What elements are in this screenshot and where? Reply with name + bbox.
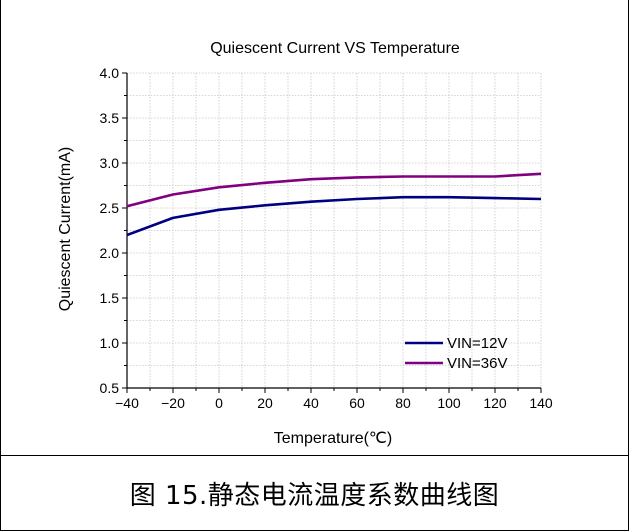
series-lines: [126, 172, 542, 237]
y-tick-label: 2.0: [100, 245, 120, 261]
x-tick-label: 140: [529, 395, 553, 411]
x-tick-label: −20: [161, 395, 185, 411]
x-tick-label: 0: [215, 395, 223, 411]
y-axis-label: Quiescent Current(mA): [57, 147, 74, 312]
y-tick-label: 1.5: [100, 290, 120, 306]
y-tick-label: 3.5: [100, 110, 120, 126]
series-line-2: [126, 172, 542, 208]
legend: VIN=12V VIN=36V: [405, 335, 507, 372]
x-tick-label: 100: [437, 395, 461, 411]
legend-label-1: VIN=12V: [447, 335, 507, 352]
caption-divider: [0, 455, 629, 456]
x-tick-label: 60: [349, 395, 365, 411]
x-tick-label: 40: [303, 395, 319, 411]
x-axis-label: Temperature(℃): [274, 430, 392, 447]
y-tick-label: 4.0: [100, 65, 120, 81]
chart: Quiescent Current VS Temperature −40 −20 0…: [57, 40, 553, 447]
y-tick-label: 1.0: [100, 335, 120, 351]
x-tick-label: 120: [483, 395, 507, 411]
figure-caption: 图 15.静态电流温度系数曲线图: [129, 481, 500, 511]
axes: −40 −20 0 20 40 60 80 100 120 140 0.5 1.0 1.5 2.0 2.5 3…: [100, 65, 553, 411]
series-line-1: [126, 195, 542, 237]
grid: [126, 72, 542, 389]
x-tick-label: −40: [115, 395, 139, 411]
legend-label-2: VIN=36V: [447, 355, 507, 372]
x-tick-label: 20: [257, 395, 273, 411]
y-tick-label: 2.5: [100, 200, 120, 216]
x-tick-label: 80: [395, 395, 411, 411]
chart-title: Quiescent Current VS Temperature: [210, 40, 460, 57]
y-tick-label: 0.5: [100, 380, 120, 396]
y-tick-label: 3.0: [100, 155, 120, 171]
